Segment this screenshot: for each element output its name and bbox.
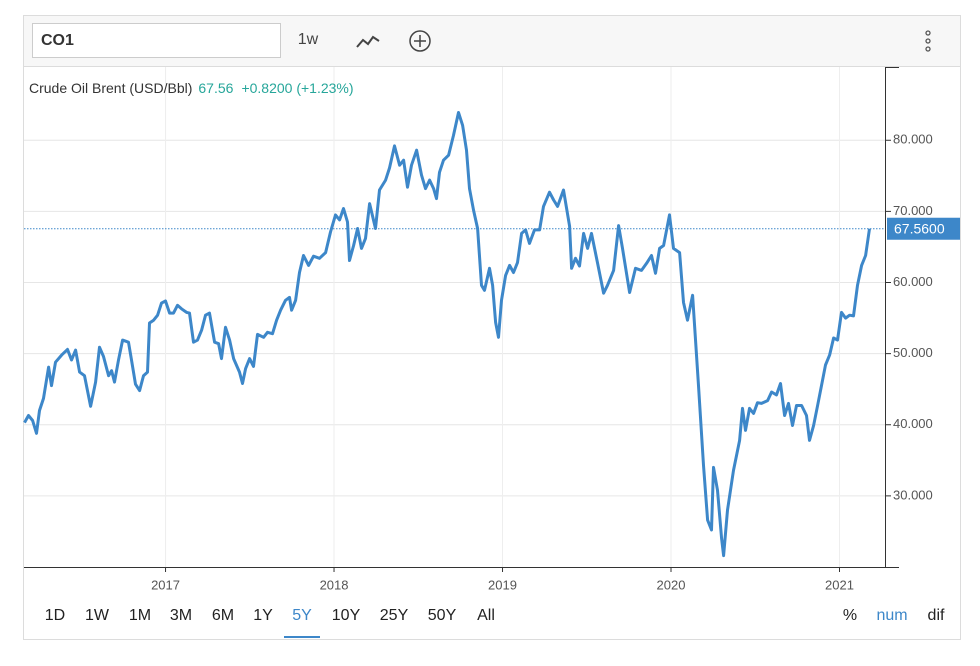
price-line	[23, 111, 871, 558]
range-button[interactable]: 5Y	[292, 607, 312, 624]
range-button[interactable]: 3M	[170, 607, 192, 624]
last-price-label: 67.5600	[894, 220, 945, 236]
x-tick-label: 2020	[657, 577, 686, 592]
y-tick-label: 40.000	[893, 416, 933, 431]
y-tick-label: 70.000	[893, 203, 933, 218]
chart-type-icon[interactable]	[356, 35, 380, 48]
range-button[interactable]: 25Y	[380, 607, 409, 624]
y-tick-label: 80.000	[893, 132, 933, 147]
x-tick-label: 2019	[488, 577, 517, 592]
range-button[interactable]: 1W	[85, 607, 110, 624]
range-button[interactable]: 1M	[129, 607, 151, 624]
last-price-tag	[887, 217, 960, 240]
frame	[23, 15, 961, 640]
last-price: 67.56	[198, 80, 233, 96]
plot: 30.000 40.000 50.000 60.000 70.000 80.000 2017…	[23, 67, 960, 592]
range-button[interactable]: 10Y	[332, 607, 361, 624]
title: Crude Oil Brent (USD/Bbl)	[29, 80, 192, 96]
symbol-input[interactable]	[32, 23, 281, 58]
chart-title: Crude Oil Brent (USD/Bbl) 67.56 +0.8200 (+…	[29, 80, 354, 96]
mode-button[interactable]: dif	[928, 607, 945, 624]
y-tick-label: 30.000	[893, 487, 933, 502]
y-tick-label: 50.000	[893, 345, 933, 360]
mode-button[interactable]: num	[876, 607, 907, 624]
add-indicator-plus	[414, 35, 426, 47]
range-button[interactable]: 1D	[45, 607, 65, 624]
mode-button[interactable]: %	[843, 607, 857, 624]
range-button[interactable]: 50Y	[428, 607, 457, 624]
interval[interactable]: 1w	[298, 31, 319, 48]
range-button[interactable]: 1Y	[253, 607, 273, 624]
change: +0.8200 (+1.23%)	[241, 80, 353, 96]
range-button[interactable]: All	[477, 607, 495, 624]
symbol[interactable]: CO1	[41, 32, 74, 49]
menu-icon[interactable]	[925, 30, 931, 52]
range-button[interactable]: 6M	[212, 607, 234, 624]
x-tick-label: 2017	[151, 577, 180, 592]
y-tick-label: 60.000	[893, 274, 933, 289]
range-bar: 1D 1W 1M 3M 6M 1Y 5Y 10Y 25Y 50Y All% num dif	[45, 607, 945, 638]
add-indicator-icon[interactable]	[409, 30, 431, 52]
x-tick-label: 2018	[320, 577, 349, 592]
x-tick-label: 2021	[825, 577, 854, 592]
